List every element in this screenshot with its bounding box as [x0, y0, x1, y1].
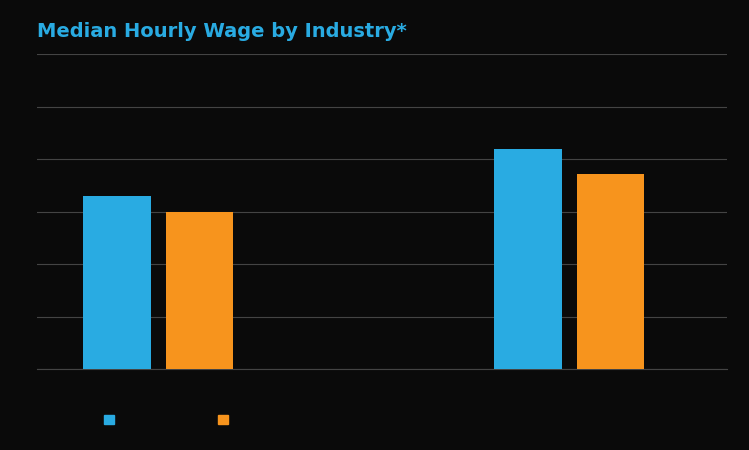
Text: Median Hourly Wage by Industry*: Median Hourly Wage by Industry*	[37, 22, 407, 41]
Legend: , : ,	[99, 409, 237, 432]
Bar	[577, 174, 644, 369]
Bar	[83, 196, 151, 369]
Bar	[494, 148, 562, 369]
Bar	[166, 212, 233, 369]
